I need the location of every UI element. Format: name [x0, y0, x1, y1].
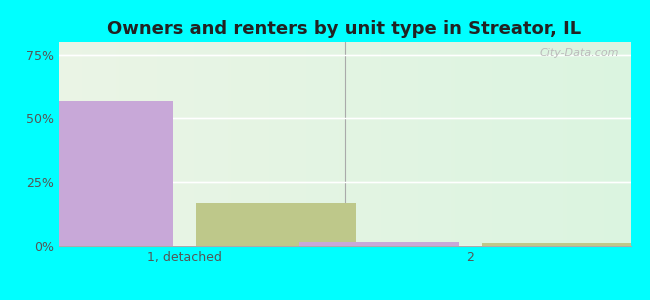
- Bar: [196, 203, 356, 246]
- Bar: [13, 100, 173, 246]
- Bar: [482, 243, 642, 246]
- Title: Owners and renters by unit type in Streator, IL: Owners and renters by unit type in Strea…: [107, 20, 582, 38]
- Text: City-Data.com: City-Data.com: [540, 48, 619, 58]
- Bar: [299, 242, 459, 246]
